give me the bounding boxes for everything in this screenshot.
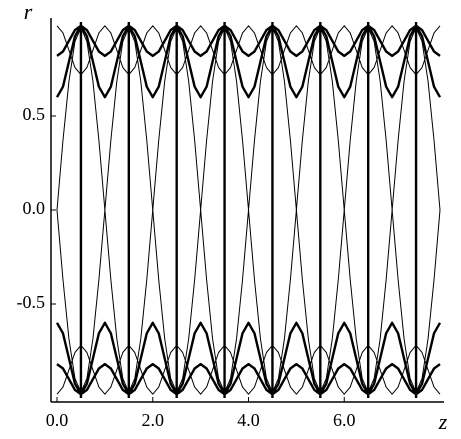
curve	[56, 362, 441, 396]
y-tick-label: -0.5	[17, 292, 46, 312]
x-tick-label: 4.0	[237, 410, 260, 430]
curve	[55, 321, 442, 396]
x-tick-label: 0.0	[46, 410, 69, 430]
curve	[56, 344, 441, 395]
y-tick-label: 0.0	[23, 198, 46, 218]
curve	[55, 24, 442, 99]
curve	[56, 27, 441, 393]
curve	[56, 25, 441, 76]
y-axis-title: r	[24, 0, 33, 24]
x-tick-label: 2.0	[142, 410, 165, 430]
x-tick-label: 6.0	[333, 410, 356, 430]
x-axis-title: z	[438, 409, 448, 434]
curve	[56, 24, 441, 58]
y-tick-label: 0.5	[23, 104, 46, 124]
